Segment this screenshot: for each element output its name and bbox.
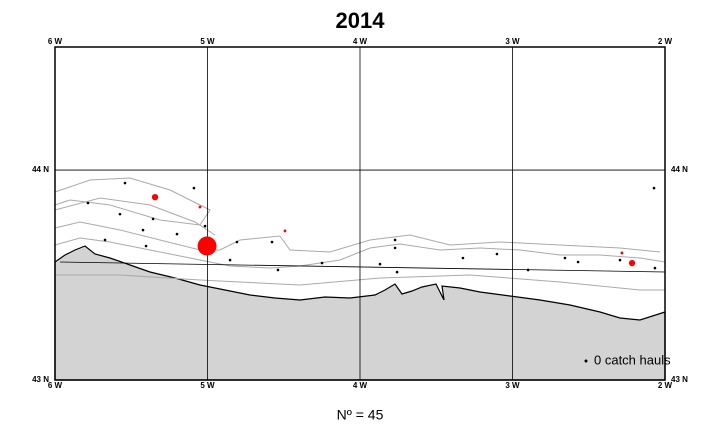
x-tick-label: 4 W	[353, 381, 368, 390]
x-tick-label: 2 W	[658, 381, 673, 390]
zero-haul	[576, 260, 580, 264]
x-tick-label: 3 W	[505, 381, 520, 390]
catch-haul	[197, 236, 217, 256]
haul-count: Nº = 45	[337, 407, 384, 423]
x-tick-label: 3 W	[505, 37, 520, 46]
y-tick-label: 43 N	[671, 375, 688, 384]
zero-haul	[461, 256, 465, 260]
y-tick-label: 44 N	[32, 165, 49, 174]
zero-haul	[144, 244, 148, 248]
catch-haul	[151, 193, 159, 201]
zero-haul	[378, 262, 382, 266]
zero-haul	[270, 240, 274, 244]
zero-haul	[320, 261, 324, 265]
legend-marker	[584, 359, 588, 363]
zero-haul	[235, 240, 239, 244]
depth-contours	[54, 177, 666, 291]
catch-haul	[283, 229, 287, 233]
x-tick-label: 6 W	[48, 381, 63, 390]
zero-haul	[151, 217, 155, 221]
catch-haul	[198, 205, 202, 209]
zero-haul	[563, 256, 567, 260]
zero-haul	[123, 181, 127, 185]
y-tick-label: 44 N	[671, 165, 688, 174]
x-tick-label: 5 W	[200, 37, 215, 46]
map-title: 2014	[336, 8, 386, 33]
catch-haul	[628, 259, 636, 267]
zero-haul	[395, 270, 399, 274]
zero-haul	[192, 186, 196, 190]
zero-haul	[118, 212, 122, 216]
x-tick-label: 2 W	[658, 37, 673, 46]
zero-haul	[86, 201, 90, 205]
x-tick-label: 5 W	[200, 381, 215, 390]
x-tick-label: 4 W	[353, 37, 368, 46]
x-tick-label: 6 W	[48, 37, 63, 46]
zero-haul	[618, 258, 622, 262]
catch-haul	[620, 251, 624, 255]
zero-haul	[652, 186, 656, 190]
zero-haul	[228, 258, 232, 262]
zero-haul	[276, 268, 280, 272]
zero-haul	[203, 224, 207, 228]
zero-haul	[393, 246, 397, 250]
zero-haul	[393, 238, 397, 242]
zero-haul	[103, 238, 107, 242]
zero-haul	[653, 266, 657, 270]
zero-haul	[141, 228, 145, 232]
zero-haul	[495, 252, 499, 256]
legend-text: 0 catch hauls	[594, 352, 671, 367]
y-tick-label: 43 N	[32, 375, 49, 384]
zero-haul	[526, 268, 530, 272]
zero-haul	[175, 232, 179, 236]
